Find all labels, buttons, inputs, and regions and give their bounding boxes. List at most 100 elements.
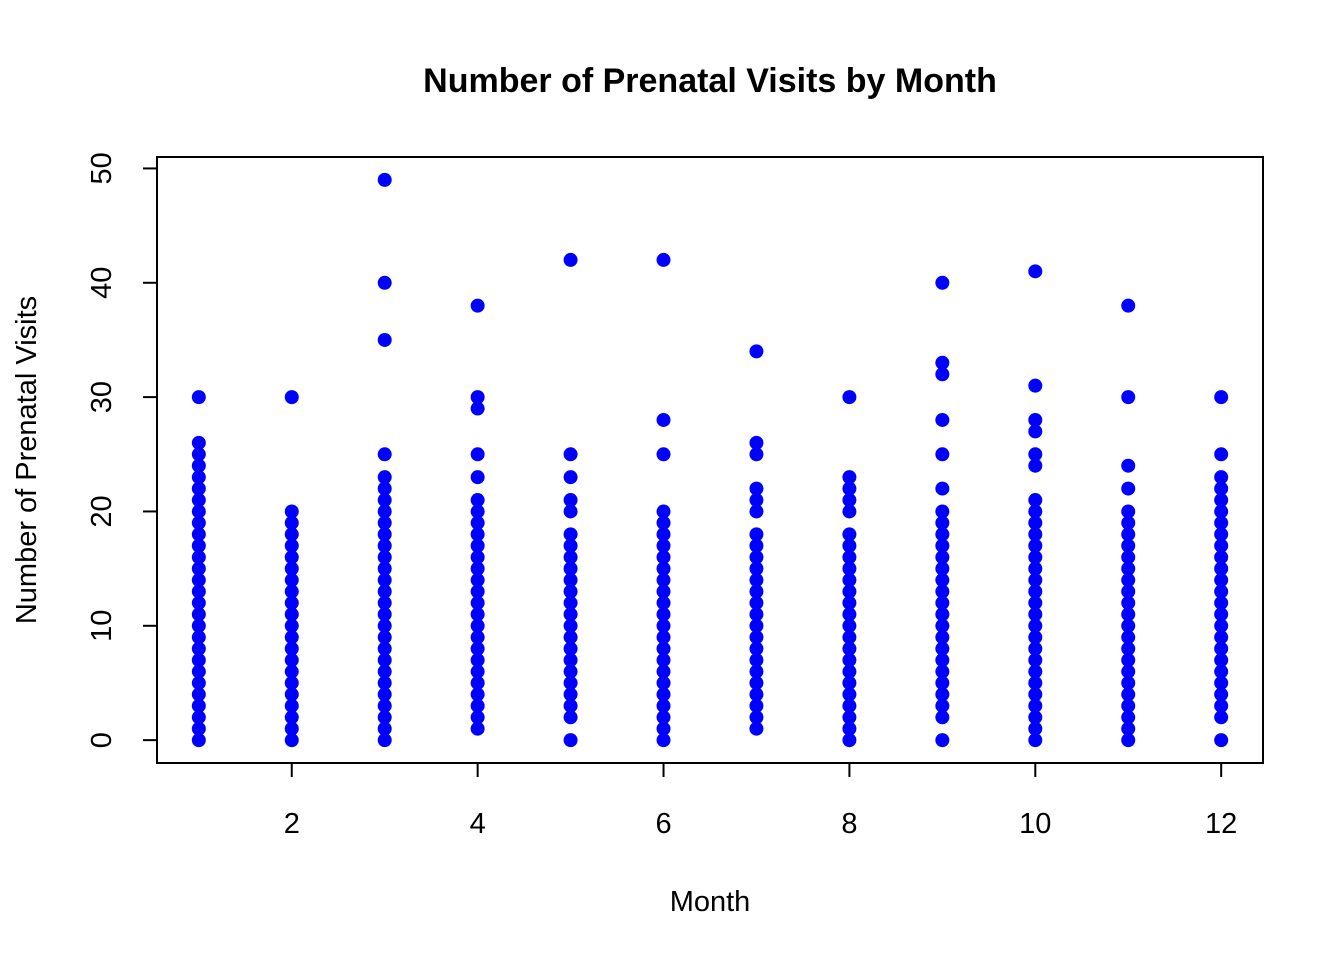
data-point	[749, 687, 764, 702]
data-point	[191, 710, 206, 725]
data-point	[470, 584, 485, 599]
data-point	[191, 493, 206, 508]
data-point	[935, 515, 950, 530]
data-point	[1121, 390, 1136, 405]
data-point	[1121, 595, 1136, 610]
data-point	[191, 447, 206, 462]
data-point	[470, 470, 485, 485]
data-point	[842, 607, 857, 622]
data-point	[284, 698, 299, 713]
data-point	[284, 710, 299, 725]
data-point	[563, 641, 578, 656]
data-point	[377, 470, 392, 485]
data-point	[1214, 710, 1229, 725]
data-point	[749, 675, 764, 690]
data-point	[191, 607, 206, 622]
data-point	[1121, 733, 1136, 748]
data-point	[1028, 493, 1043, 508]
data-point	[842, 493, 857, 508]
data-point	[842, 630, 857, 645]
data-point	[284, 504, 299, 519]
data-point	[191, 698, 206, 713]
data-point	[749, 447, 764, 462]
data-point	[935, 675, 950, 690]
data-point	[842, 527, 857, 542]
data-point	[1028, 710, 1043, 725]
data-point	[749, 653, 764, 668]
data-point	[563, 447, 578, 462]
data-point	[563, 504, 578, 519]
data-point	[470, 687, 485, 702]
data-point	[191, 561, 206, 576]
data-point	[1028, 412, 1043, 427]
data-point	[284, 561, 299, 576]
data-point	[1028, 424, 1043, 439]
data-point	[1214, 550, 1229, 565]
data-point	[377, 607, 392, 622]
x-tick-label: 8	[841, 808, 857, 840]
data-point	[1214, 733, 1229, 748]
data-point	[749, 618, 764, 633]
data-point	[656, 515, 671, 530]
data-point	[656, 504, 671, 519]
data-point	[563, 584, 578, 599]
data-point	[842, 721, 857, 736]
data-point	[470, 664, 485, 679]
data-point	[563, 470, 578, 485]
data-point	[935, 504, 950, 519]
data-point	[1214, 481, 1229, 496]
data-point	[749, 538, 764, 553]
data-point	[470, 607, 485, 622]
data-point	[470, 527, 485, 542]
data-point	[656, 561, 671, 576]
data-point	[470, 573, 485, 588]
data-point	[935, 538, 950, 553]
data-point	[935, 561, 950, 576]
data-point	[470, 538, 485, 553]
data-point	[377, 527, 392, 542]
data-point	[1214, 527, 1229, 542]
data-point	[470, 653, 485, 668]
data-point	[935, 733, 950, 748]
data-point	[1121, 641, 1136, 656]
data-point	[191, 527, 206, 542]
data-point	[377, 515, 392, 530]
data-point	[191, 573, 206, 588]
data-point	[842, 641, 857, 656]
data-point	[935, 447, 950, 462]
data-point	[656, 584, 671, 599]
x-tick-label: 10	[1019, 808, 1051, 840]
data-point	[1121, 721, 1136, 736]
data-point	[1214, 390, 1229, 405]
data-point	[1121, 504, 1136, 519]
data-point	[935, 687, 950, 702]
data-point	[749, 630, 764, 645]
data-point	[563, 538, 578, 553]
data-point	[935, 595, 950, 610]
x-axis: 2 4 6 8 10 12	[284, 763, 1237, 840]
data-point	[377, 653, 392, 668]
data-point	[470, 298, 485, 313]
data-point	[656, 607, 671, 622]
data-point	[1028, 550, 1043, 565]
data-point	[284, 687, 299, 702]
data-point	[284, 573, 299, 588]
data-point	[935, 584, 950, 599]
data-point	[284, 641, 299, 656]
y-tick-label: 0	[86, 732, 118, 748]
data-point	[749, 698, 764, 713]
data-point	[1028, 675, 1043, 690]
data-point	[656, 675, 671, 690]
data-point	[191, 470, 206, 485]
data-point	[656, 710, 671, 725]
data-point	[1214, 447, 1229, 462]
data-point	[284, 390, 299, 405]
data-point	[377, 710, 392, 725]
data-point	[563, 595, 578, 610]
data-point	[749, 664, 764, 679]
data-point	[1028, 447, 1043, 462]
data-point	[191, 675, 206, 690]
data-point	[1121, 538, 1136, 553]
data-point	[284, 538, 299, 553]
data-point	[284, 630, 299, 645]
